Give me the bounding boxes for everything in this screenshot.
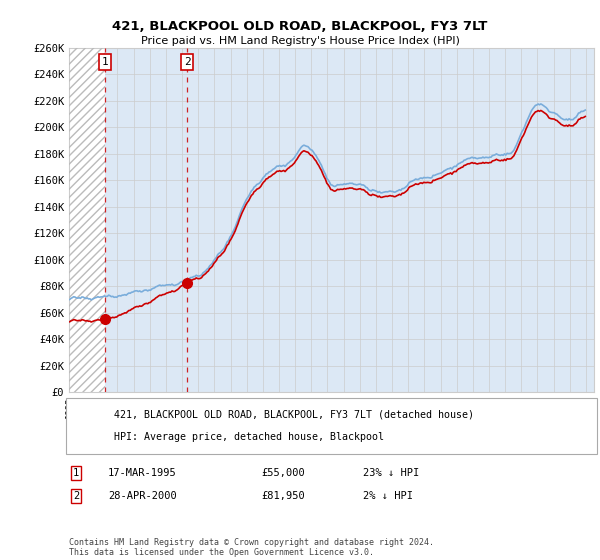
Text: 1: 1 xyxy=(73,468,79,478)
Bar xyxy=(69,48,104,392)
Text: 23% ↓ HPI: 23% ↓ HPI xyxy=(363,468,419,478)
Text: 421, BLACKPOOL OLD ROAD, BLACKPOOL, FY3 7LT: 421, BLACKPOOL OLD ROAD, BLACKPOOL, FY3 … xyxy=(112,20,488,32)
Text: 421, BLACKPOOL OLD ROAD, BLACKPOOL, FY3 7LT (detached house): 421, BLACKPOOL OLD ROAD, BLACKPOOL, FY3 … xyxy=(114,409,474,419)
Text: 2: 2 xyxy=(184,57,191,67)
Text: 17-MAR-1995: 17-MAR-1995 xyxy=(108,468,177,478)
Text: 2% ↓ HPI: 2% ↓ HPI xyxy=(363,491,413,501)
Text: 28-APR-2000: 28-APR-2000 xyxy=(108,491,177,501)
Text: £81,950: £81,950 xyxy=(261,491,305,501)
Text: Contains HM Land Registry data © Crown copyright and database right 2024.
This d: Contains HM Land Registry data © Crown c… xyxy=(69,538,434,557)
Text: 2: 2 xyxy=(73,491,79,501)
Bar xyxy=(69,48,104,392)
Text: £55,000: £55,000 xyxy=(261,468,305,478)
Text: HPI: Average price, detached house, Blackpool: HPI: Average price, detached house, Blac… xyxy=(114,432,384,442)
Text: Price paid vs. HM Land Registry's House Price Index (HPI): Price paid vs. HM Land Registry's House … xyxy=(140,36,460,46)
Text: 1: 1 xyxy=(101,57,108,67)
